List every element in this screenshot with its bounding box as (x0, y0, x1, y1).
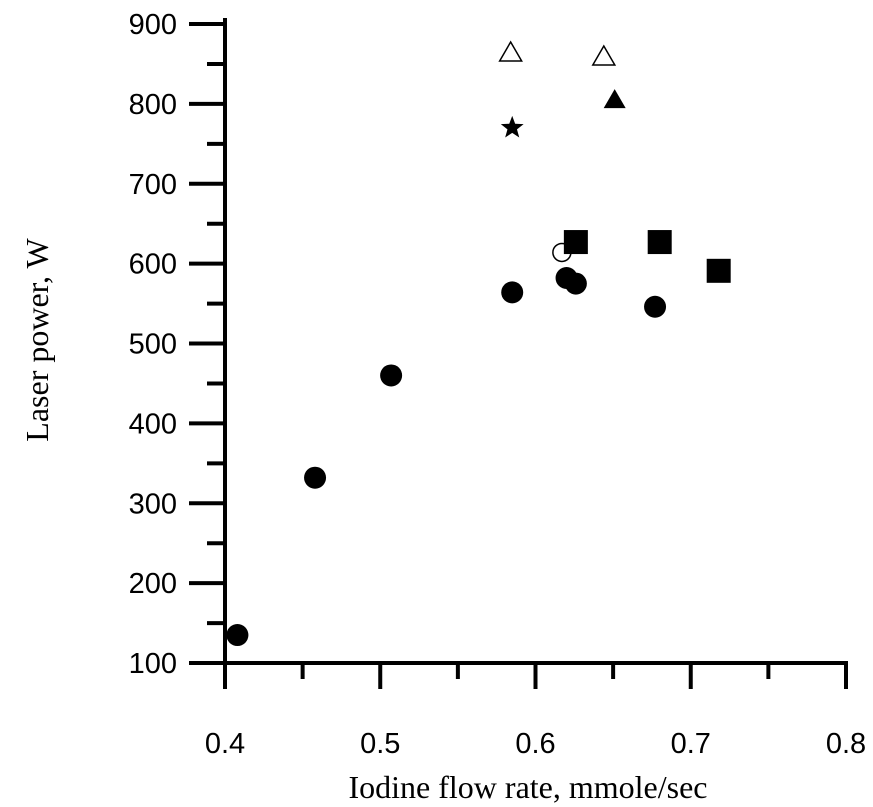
y-tick-label: 800 (129, 89, 177, 121)
y-axis-title: Laser power, W (19, 238, 55, 442)
x-tick-label: 0.4 (205, 728, 245, 760)
x-tick-label: 0.8 (826, 728, 866, 760)
data-point-star (500, 115, 524, 138)
y-tick-label: 900 (129, 9, 177, 41)
data-point-filled-circle (304, 466, 327, 489)
x-tick-label: 0.5 (360, 728, 400, 760)
y-tick-label: 600 (129, 249, 177, 281)
data-point-filled-square (563, 230, 588, 255)
tick-labels: 100 200 300 400 500 600 700 800 900 0.4 0.5 0.6 0.7 0… (129, 9, 867, 760)
data-markers (226, 40, 731, 647)
y-tick-label: 500 (129, 329, 177, 361)
data-point-filled-square (706, 258, 731, 283)
axes (223, 18, 848, 665)
y-tick-label: 100 (129, 648, 177, 680)
y-tick-label: 700 (129, 169, 177, 201)
data-point-filled-circle (564, 272, 587, 295)
data-point-filled-circle (644, 295, 667, 318)
y-tick-label: 300 (129, 488, 177, 520)
data-point-open-triangle (591, 44, 617, 66)
data-point-filled-circle (501, 281, 524, 304)
data-point-open-triangle (498, 40, 523, 62)
x-axis-title: Iodine flow rate, mmole/sec (349, 769, 708, 805)
data-point-filled-circle (380, 364, 403, 387)
x-tick-label: 0.6 (515, 728, 555, 760)
data-point-open-circle (552, 242, 572, 263)
data-point-filled-triangle (603, 89, 626, 109)
y-tick-label: 400 (129, 408, 177, 440)
y-tick-label: 200 (129, 568, 177, 600)
ticks (189, 22, 848, 689)
data-point-filled-circle (226, 624, 249, 647)
data-point-filled-square (647, 230, 672, 255)
x-tick-label: 0.7 (671, 728, 711, 760)
